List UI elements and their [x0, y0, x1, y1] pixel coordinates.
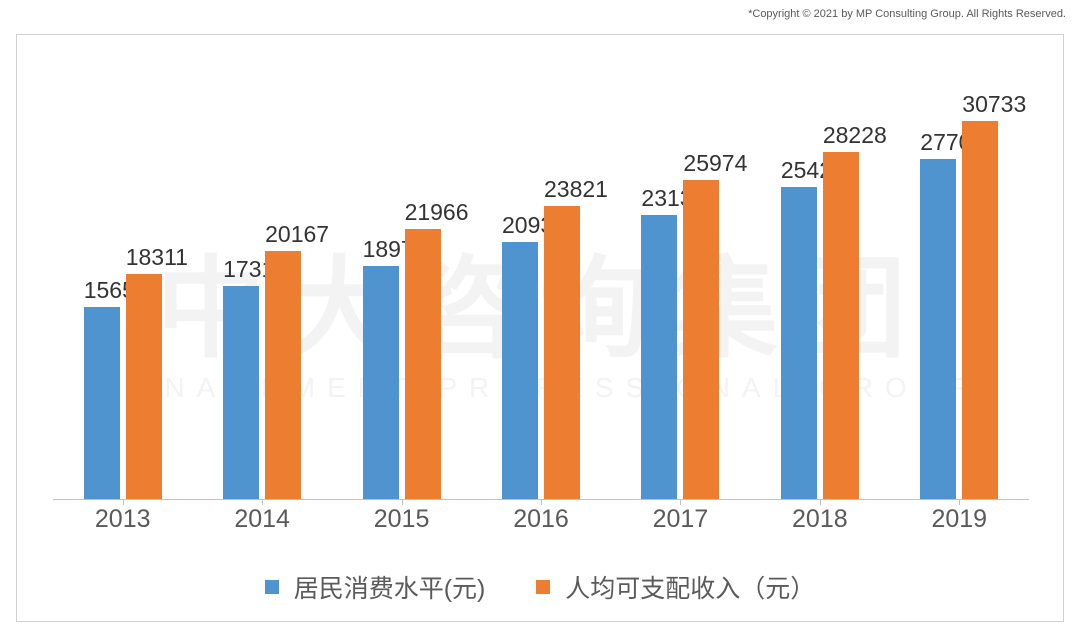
bar-series-0: 27702	[920, 159, 956, 499]
bar-series-1: 30733	[962, 121, 998, 499]
x-tick-label: 2018	[792, 505, 848, 534]
bar-value-label: 18311	[126, 244, 162, 271]
x-tick-label: 2017	[653, 505, 709, 534]
legend-item-series-1: 人均可支配收入（元）	[536, 569, 815, 605]
legend-swatch-series-0	[265, 580, 279, 594]
bar-value-label: 25974	[683, 150, 719, 177]
legend-label-series-1: 人均可支配收入（元）	[565, 575, 815, 603]
bar-value-label: 17316	[223, 256, 259, 283]
bar-series-0: 23131	[641, 215, 677, 499]
bar-value-label: 20938	[502, 212, 538, 239]
bar-series-1: 20167	[265, 251, 301, 499]
chart-frame: 中大咨询集团 MANAGEMENT PROFESSIONAL GROUP 156…	[16, 34, 1064, 622]
bar-value-label: 21966	[405, 199, 441, 226]
copyright-text: *Copyright © 2021 by MP Consulting Group…	[748, 8, 1066, 20]
bar-series-0: 17316	[223, 286, 259, 499]
legend-swatch-series-1	[536, 580, 550, 594]
legend-item-series-0: 居民消费水平(元)	[265, 569, 486, 605]
bar-series-1: 21966	[405, 229, 441, 499]
bar-series-0: 18976	[363, 266, 399, 499]
bar-value-label: 23821	[544, 176, 580, 203]
bar-value-label: 30733	[962, 91, 998, 118]
x-tick-label: 2014	[234, 505, 290, 534]
bar-value-label: 28228	[823, 122, 859, 149]
bar-series-1: 28228	[823, 152, 859, 499]
bar-value-label: 27702	[920, 129, 956, 156]
bar-value-label: 23131	[641, 185, 677, 212]
page: *Copyright © 2021 by MP Consulting Group…	[0, 0, 1080, 641]
bar-series-1: 18311	[126, 274, 162, 499]
bar-value-label: 15653	[84, 277, 120, 304]
legend-label-series-0: 居民消费水平(元)	[294, 575, 486, 603]
x-tick-label: 2013	[95, 505, 151, 534]
bar-value-label: 20167	[265, 221, 301, 248]
legend: 居民消费水平(元) 人均可支配收入（元）	[17, 569, 1063, 605]
bar-series-0: 15653	[84, 307, 120, 499]
bar-series-0: 20938	[502, 242, 538, 499]
bar-series-0: 25427	[781, 187, 817, 499]
bar-value-label: 25427	[781, 157, 817, 184]
x-tick-label: 2019	[931, 505, 987, 534]
bar-series-1: 25974	[683, 180, 719, 499]
x-axis: 2013 2014 2015 2016 2017 2018 2019	[53, 499, 1029, 539]
x-tick-label: 2016	[513, 505, 569, 534]
plot-area: 1565318311173162016718976219662093823821…	[53, 69, 1029, 500]
bar-series-1: 23821	[544, 206, 580, 499]
x-tick-label: 2015	[374, 505, 430, 534]
bar-value-label: 18976	[363, 236, 399, 263]
